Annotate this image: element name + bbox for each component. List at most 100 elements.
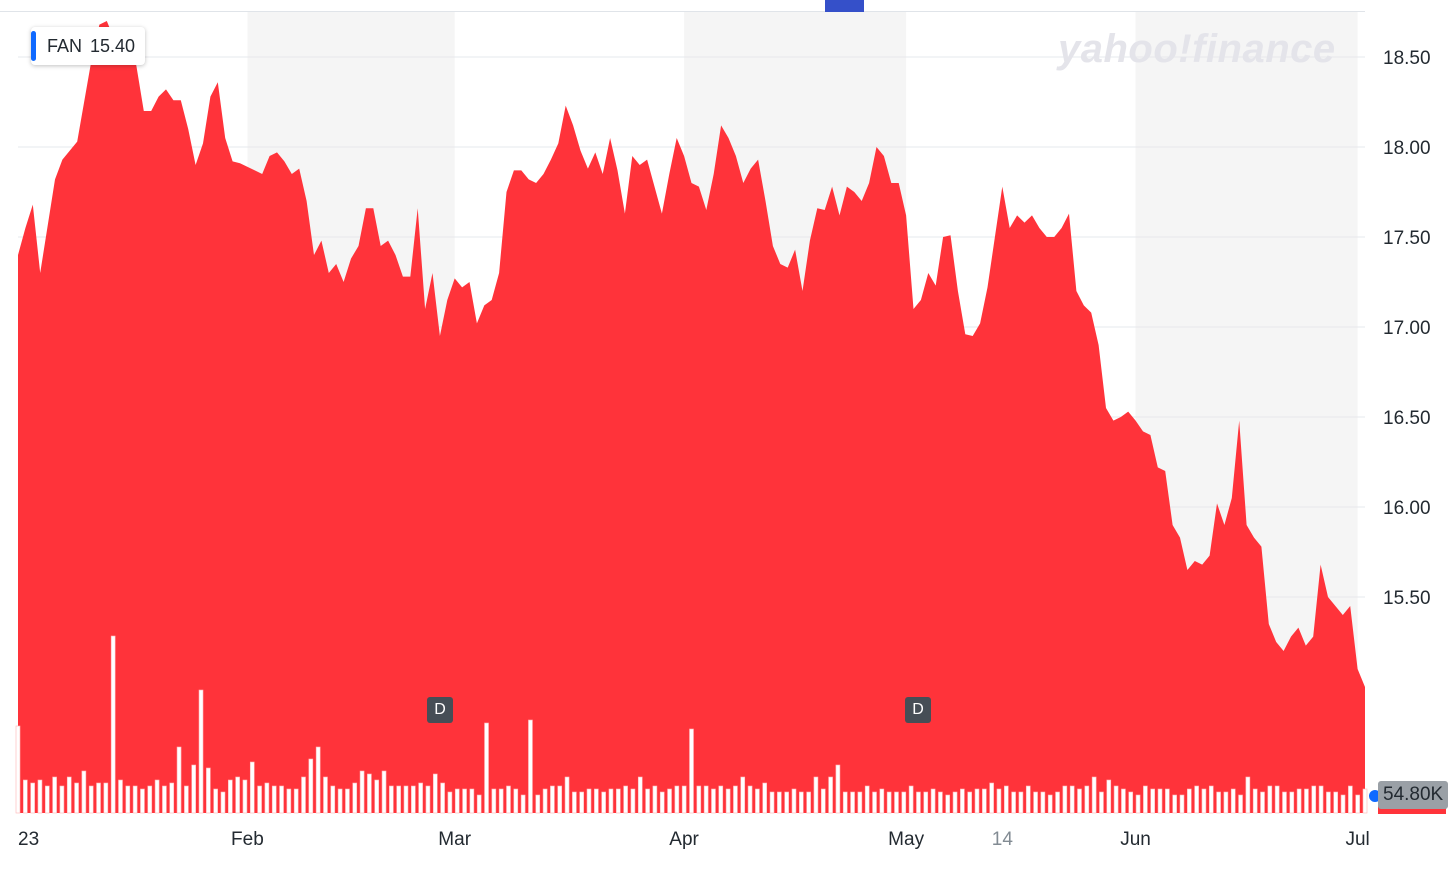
- volume-bar: [59, 785, 65, 814]
- volume-bar: [1333, 791, 1339, 814]
- top-border: [0, 11, 1365, 12]
- volume-bar: [886, 791, 892, 814]
- volume-bar: [542, 788, 548, 814]
- volume-bar: [1340, 794, 1346, 814]
- volume-bar: [1150, 788, 1156, 814]
- volume-bar: [1172, 794, 1177, 814]
- selected-range-tab[interactable]: [825, 0, 864, 12]
- volume-bar: [30, 782, 35, 814]
- volume-bar: [1274, 785, 1280, 814]
- volume-bar: [923, 791, 929, 814]
- volume-bar: [1077, 788, 1082, 814]
- volume-bar: [996, 788, 1002, 814]
- volume-bar: [828, 776, 833, 814]
- volume-bar: [498, 788, 504, 814]
- volume-bar: [330, 785, 336, 814]
- x-tick-label: 14: [992, 829, 1014, 850]
- volume-bar: [213, 788, 218, 814]
- volume-bar: [88, 785, 94, 814]
- volume-bar: [740, 776, 746, 814]
- volume-bar: [879, 788, 885, 814]
- y-tick-label: 18.00: [1383, 138, 1431, 159]
- brand-watermark: yahoo!finance: [1056, 27, 1336, 71]
- volume-bar: [1069, 785, 1075, 814]
- dividend-marker[interactable]: D: [427, 697, 453, 723]
- volume-bar: [23, 779, 28, 814]
- volume-bar: [1230, 788, 1236, 814]
- volume-bar: [989, 782, 994, 814]
- volume-bar: [594, 788, 599, 814]
- volume-bar: [718, 785, 724, 814]
- volume-bar: [637, 776, 643, 814]
- volume-bar: [1348, 785, 1353, 814]
- volume-bar: [1223, 791, 1229, 814]
- volume-bar: [564, 776, 570, 814]
- volume-bar: [1296, 788, 1302, 814]
- dividend-marker[interactable]: D: [905, 697, 931, 723]
- volume-bar: [154, 779, 160, 814]
- volume-bar: [96, 782, 101, 814]
- volume-bar: [842, 791, 848, 814]
- volume-bar: [52, 776, 57, 814]
- volume-bar: [1128, 791, 1134, 814]
- ticker-price: 15.40: [90, 35, 136, 56]
- volume-bar: [894, 791, 899, 814]
- volume-bar: [476, 794, 482, 814]
- volume-bar: [1187, 788, 1192, 814]
- y-tick-label: 17.50: [1383, 228, 1431, 249]
- volume-bar: [425, 785, 431, 814]
- volume-bar: [345, 788, 350, 814]
- volume-bar: [337, 788, 343, 814]
- volume-bar: [220, 791, 226, 814]
- volume-bar: [762, 782, 768, 814]
- series-color-marker: [31, 31, 36, 61]
- x-tick-label: Feb: [231, 829, 264, 850]
- volume-bar: [249, 761, 255, 814]
- volume-bar: [1289, 791, 1295, 814]
- ticker-label[interactable]: FAN 15.40: [31, 27, 146, 65]
- volume-bar: [755, 788, 760, 814]
- volume-bar: [315, 746, 321, 814]
- volume-bar: [908, 785, 914, 814]
- y-tick-label: 17.00: [1383, 318, 1431, 339]
- volume-bar: [667, 788, 672, 814]
- volume-bar: [608, 788, 614, 814]
- volume-bar: [974, 788, 980, 814]
- y-tick-label: 18.50: [1383, 48, 1431, 69]
- volume-bar: [535, 794, 541, 814]
- volume-bar: [1318, 785, 1324, 814]
- volume-bar: [1238, 794, 1243, 814]
- volume-bar: [791, 788, 797, 814]
- volume-bar: [916, 791, 921, 814]
- volume-bar: [550, 785, 555, 814]
- volume-bar: [777, 791, 782, 814]
- volume-bar: [440, 782, 445, 814]
- volume-bar: [1165, 788, 1170, 814]
- x-tick-label: Apr: [669, 829, 699, 850]
- y-tick-label: 16.50: [1383, 408, 1431, 429]
- volume-bar: [623, 785, 628, 814]
- price-area: [18, 21, 1365, 813]
- volume-bar: [696, 785, 702, 814]
- volume-bar: [1106, 779, 1112, 814]
- volume-bar: [630, 788, 636, 814]
- volume-bar: [850, 791, 855, 814]
- volume-bar: [835, 764, 841, 814]
- volume-bar: [901, 791, 907, 814]
- volume-bar: [952, 791, 958, 814]
- volume-bar: [711, 788, 716, 814]
- volume-bar: [1121, 788, 1126, 814]
- volume-bar: [1025, 785, 1031, 814]
- volume-bar: [579, 791, 584, 814]
- x-tick-label: Mar: [438, 829, 471, 850]
- volume-bar: [1011, 791, 1016, 814]
- volume-bar: [411, 785, 416, 814]
- volume-bar: [1362, 788, 1368, 814]
- volume-bar: [615, 788, 621, 814]
- volume-bar: [103, 782, 109, 814]
- volume-bar: [1003, 785, 1009, 814]
- volume-bar: [1355, 794, 1360, 814]
- volume-bar: [374, 779, 380, 814]
- volume-bar: [1201, 788, 1207, 814]
